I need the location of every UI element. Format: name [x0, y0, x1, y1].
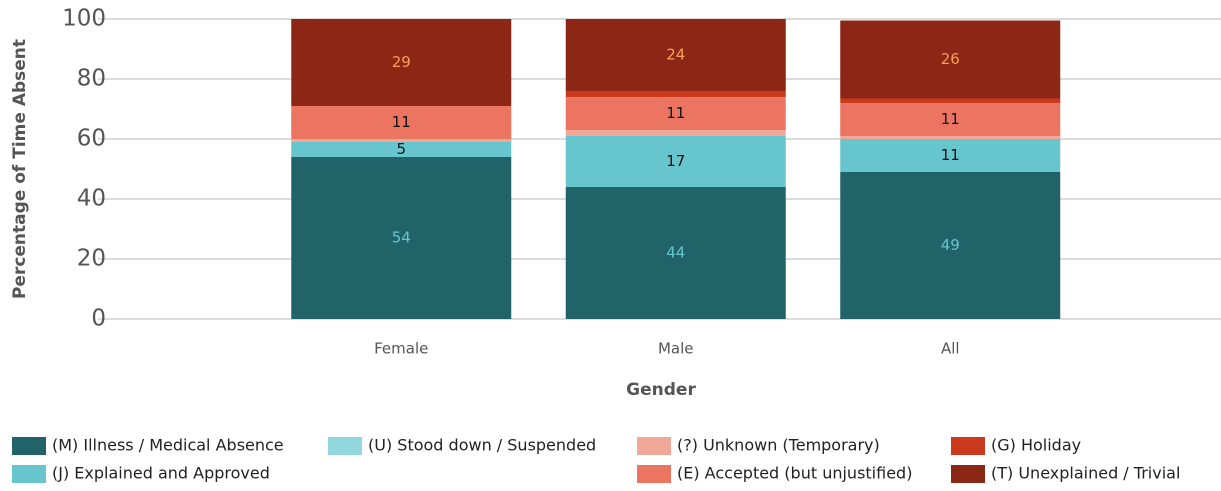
bar-segment	[565, 19, 786, 91]
legend-label: (M) Illness / Medical Absence	[52, 436, 284, 455]
bar-segment	[565, 136, 786, 187]
x-tick-label: Female	[374, 340, 428, 358]
data-label: 54	[392, 229, 411, 247]
data-label: 26	[941, 50, 960, 68]
y-tick-label: 100	[62, 6, 106, 32]
x-tick-label: All	[941, 340, 960, 358]
legend-label: (J) Explained and Approved	[52, 464, 270, 483]
bar-segment	[291, 139, 512, 142]
bar-segment	[565, 97, 786, 130]
bar-segment	[840, 103, 1061, 136]
y-axis-title: Percentage of Time Absent	[10, 39, 30, 299]
bar-segment	[840, 136, 1061, 139]
data-label: 17	[666, 152, 685, 170]
legend-label: (?) Unknown (Temporary)	[677, 436, 880, 455]
y-tick-label: 60	[77, 126, 106, 152]
bar-segment	[840, 98, 1061, 103]
data-label: 29	[392, 53, 411, 71]
data-label: 5	[396, 140, 406, 158]
bar-segment	[291, 142, 512, 157]
x-axis-title: Gender	[626, 380, 696, 400]
legend-label: (U) Stood down / Suspended	[368, 436, 596, 455]
data-label: 49	[941, 236, 960, 254]
bar-segment	[291, 106, 512, 139]
legend-swatch	[637, 437, 671, 455]
bar-segment	[840, 172, 1061, 319]
bar-segment	[291, 19, 512, 106]
bar-segment	[291, 157, 512, 319]
legend-swatch	[951, 437, 985, 455]
data-label: 11	[392, 113, 411, 131]
y-tick-label: 80	[77, 66, 106, 92]
data-label: 24	[666, 46, 685, 64]
legend-label: (G) Holiday	[991, 436, 1081, 455]
bar-segment	[840, 20, 1061, 99]
y-tick-label: 0	[91, 306, 106, 332]
legend-swatch	[951, 465, 985, 483]
legend-label: (E) Accepted (but unjustified)	[677, 464, 912, 483]
bar-segment	[565, 91, 786, 97]
y-tick-label: 40	[77, 186, 106, 212]
data-label: 11	[941, 146, 960, 164]
legend-swatch	[12, 437, 46, 455]
y-tick-label: 20	[77, 246, 106, 272]
bar-segment	[565, 130, 786, 136]
x-tick-label: Male	[658, 340, 694, 358]
legend-swatch	[637, 465, 671, 483]
legend-label: (T) Unexplained / Trivial	[991, 464, 1180, 483]
data-label: 11	[666, 104, 685, 122]
legend-swatch	[12, 465, 46, 483]
legend-swatch	[328, 437, 362, 455]
bar-segment	[565, 187, 786, 319]
bar-segment	[840, 139, 1061, 172]
data-label: 11	[941, 110, 960, 128]
data-label: 44	[666, 244, 685, 262]
